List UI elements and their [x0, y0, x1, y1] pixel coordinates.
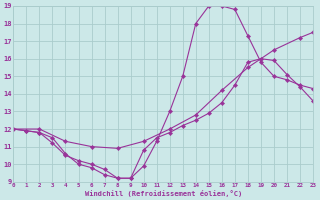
- X-axis label: Windchill (Refroidissement éolien,°C): Windchill (Refroidissement éolien,°C): [84, 190, 242, 197]
